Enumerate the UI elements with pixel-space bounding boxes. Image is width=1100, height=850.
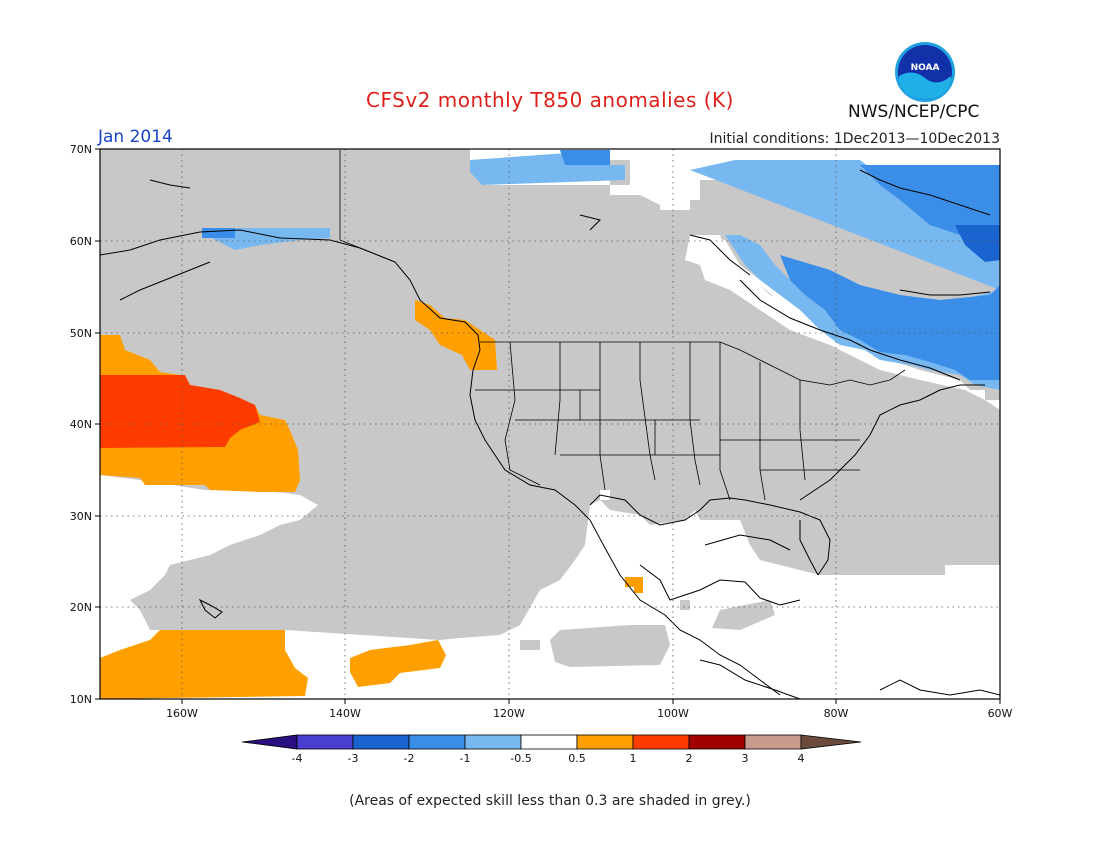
lon-label: 120W — [493, 707, 525, 720]
lat-label: 30N — [70, 510, 92, 523]
lon-label: 60W — [988, 707, 1013, 720]
colorbar-swatch — [520, 734, 578, 750]
skill-footnote: (Areas of expected skill less than 0.3 a… — [349, 793, 751, 809]
colorbar-swatch — [632, 734, 690, 750]
colorbar-swatch — [464, 734, 522, 750]
lat-label: 60N — [70, 235, 92, 248]
lon-label: 140W — [329, 707, 361, 720]
graticule — [100, 149, 1000, 699]
noaa-logo: NOAA — [895, 42, 955, 102]
chart-title: CFSv2 monthly T850 anomalies (K) — [366, 88, 734, 112]
lon-label: 100W — [657, 707, 689, 720]
forecast-month: Jan 2014 — [98, 127, 173, 147]
colorbar-swatch — [408, 734, 466, 750]
noaa-logo-text: NOAA — [911, 63, 940, 73]
negative-anomaly-region — [202, 150, 1000, 390]
colorbar-label: -3 — [348, 752, 359, 765]
colorbar-label: 3 — [742, 752, 749, 765]
colorbar-arrow-low — [241, 734, 298, 750]
lat-label: 20N — [70, 601, 92, 614]
agency-label: NWS/NCEP/CPC — [848, 102, 980, 122]
lat-label: 70N — [70, 143, 92, 156]
colorbar-label: -2 — [404, 752, 415, 765]
axis-ticks — [95, 148, 1001, 704]
latitude-labels: 70N 60N 50N 40N 30N 20N 10N — [70, 143, 92, 706]
colorbar-label: 4 — [798, 752, 805, 765]
colorbar-swatches — [241, 734, 862, 750]
colorbar-swatch — [688, 734, 746, 750]
positive-anomaly-region — [100, 300, 643, 699]
lon-label: 160W — [166, 707, 198, 720]
colorbar-swatch — [744, 734, 802, 750]
lat-label: 10N — [70, 693, 92, 706]
lon-label: 80W — [824, 707, 849, 720]
colorbar-swatch — [576, 734, 634, 750]
longitude-labels: 160W 140W 120W 100W 80W 60W — [166, 707, 1012, 720]
lat-label: 40N — [70, 418, 92, 431]
colorbar-label: 0.5 — [568, 752, 586, 765]
anomaly-map: 70N 60N 50N 40N 30N 20N 10N 160W 140W 12… — [70, 143, 1013, 720]
colorbar-label: 2 — [686, 752, 693, 765]
lat-label: 50N — [70, 327, 92, 340]
colorbar-arrow-high — [800, 734, 862, 750]
colorbar-label: 1 — [630, 752, 637, 765]
colorbar-label: -0.5 — [510, 752, 531, 765]
colorbar-swatch — [296, 734, 354, 750]
colorbar-swatch — [352, 734, 410, 750]
colorbar-label: -4 — [292, 752, 303, 765]
coastlines — [100, 169, 1000, 699]
colorbar-label: -1 — [460, 752, 471, 765]
political-borders — [339, 150, 906, 501]
initial-conditions: Initial conditions: 1Dec2013—10Dec2013 — [709, 131, 1000, 147]
near-zero-region — [600, 185, 830, 500]
colorbar-labels: -4 -3 -2 -1 -0.5 0.5 1 2 3 4 — [292, 752, 805, 765]
